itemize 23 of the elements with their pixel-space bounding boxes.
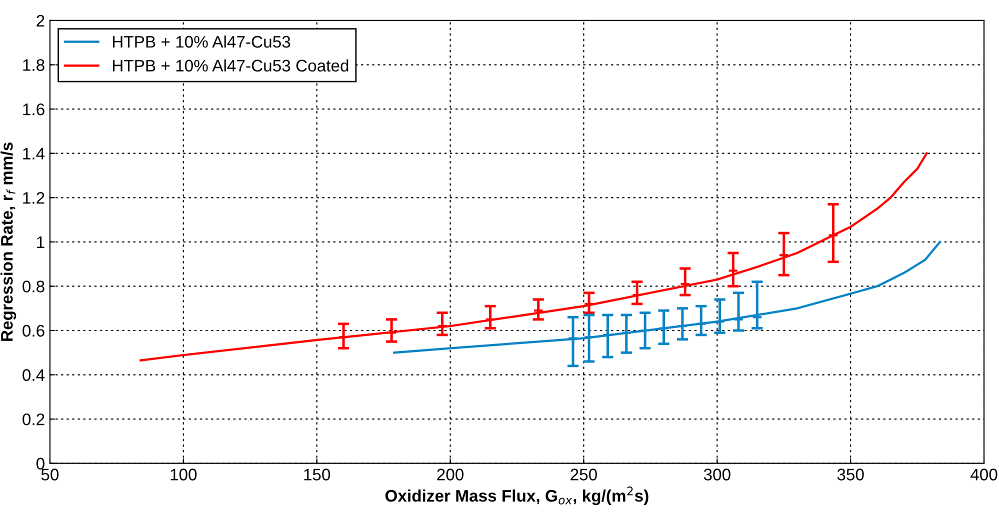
y-tick-label: 0.2: [22, 413, 44, 426]
y-tick-label: 1.2: [23, 192, 44, 204]
y-tick-label: 0.6: [22, 324, 44, 337]
x-tick-label: 100: [170, 468, 197, 480]
x-tick-label: 150: [304, 468, 330, 480]
y-tick-label: 0.4: [22, 369, 45, 381]
y-tick-label: 1.6: [23, 103, 44, 116]
y-tick-label: 1.8: [23, 59, 44, 71]
y-tick-label: 1.4: [23, 148, 45, 160]
x-tick-label: 200: [437, 468, 464, 480]
x-axis-title: Oxidizer Mass Flux, G$_{ox}$, kg/(m$^{2}$s): [385, 486, 648, 506]
y-tick-label: 0: [36, 458, 44, 470]
y-tick-label: 2: [36, 14, 44, 27]
legend-label: HTPB + 10% Al47-Cu53 Coated: [112, 59, 348, 72]
legend-label: HTPB + 10% Al47-Cu53: [112, 35, 290, 48]
y-tick-label: 0.8: [22, 280, 44, 292]
x-tick-label: 400: [970, 468, 998, 480]
x-tick-label: 50: [41, 468, 59, 480]
y-axis-title: Regression Rate, r$_{f}$ mm/s: [0, 142, 16, 341]
x-tick-label: 250: [570, 468, 597, 480]
x-tick-label: 350: [837, 468, 864, 480]
x-tick-label: 300: [704, 468, 730, 480]
y-tick-label: 1: [37, 236, 44, 248]
